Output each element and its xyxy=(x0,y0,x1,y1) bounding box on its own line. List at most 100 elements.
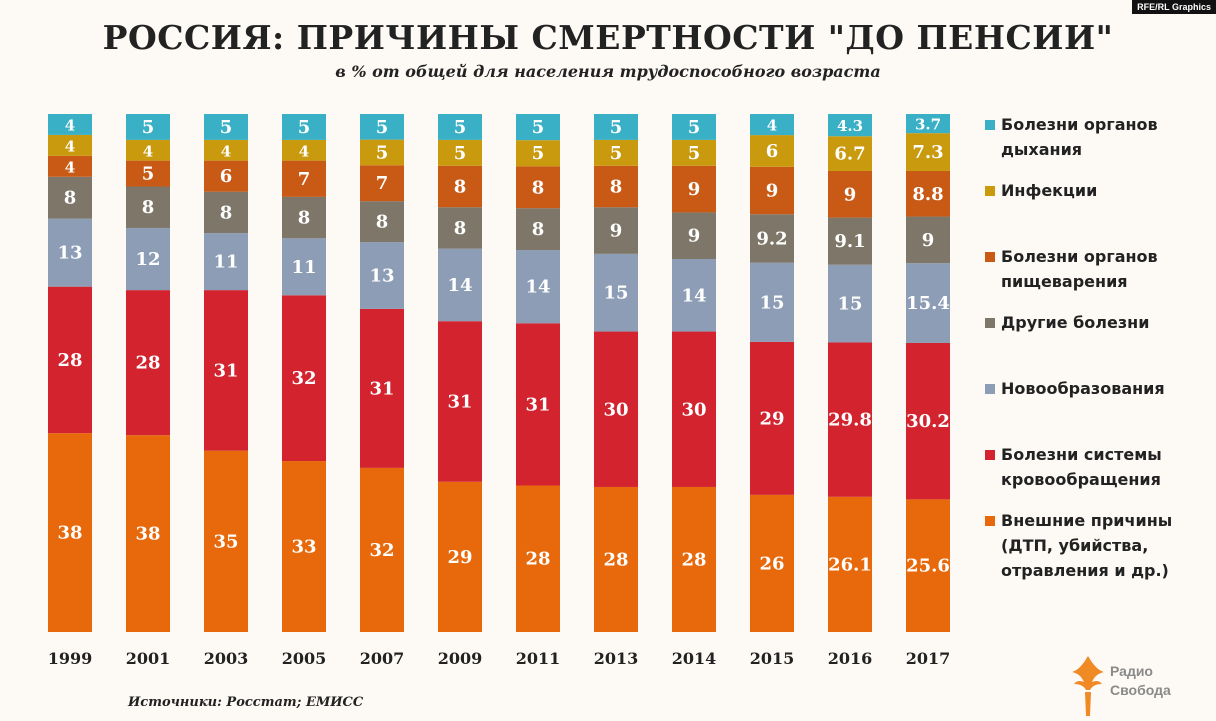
bar-segment xyxy=(672,331,716,487)
data-label: 15 xyxy=(759,292,784,313)
data-label: 4 xyxy=(143,142,153,160)
bar-segment xyxy=(828,342,872,497)
chart-title: РОССИЯ: ПРИЧИНЫ СМЕРТНОСТИ "ДО ПЕНСИИ" xyxy=(102,18,1114,57)
bar-segment xyxy=(126,186,170,228)
data-label: 8 xyxy=(64,188,77,209)
data-label: 9.1 xyxy=(834,231,865,252)
data-label: 5 xyxy=(610,117,623,138)
x-tick-label: 2013 xyxy=(594,649,639,668)
legend-swatch xyxy=(985,516,995,526)
bar-segment xyxy=(672,165,716,213)
data-label: 8 xyxy=(532,219,545,240)
x-tick-label: 2009 xyxy=(438,649,483,668)
data-label: 9 xyxy=(844,184,857,205)
bar-segment xyxy=(48,218,92,287)
data-label: 5 xyxy=(142,164,155,185)
bar-segment xyxy=(360,114,404,140)
data-label: 30 xyxy=(603,399,628,420)
data-label: 5 xyxy=(376,142,389,163)
data-label: 32 xyxy=(291,368,316,389)
legend-label: Инфекции xyxy=(1001,181,1098,200)
data-label: 5 xyxy=(298,117,311,138)
bar-segment xyxy=(360,165,404,202)
data-label: 28 xyxy=(57,350,82,371)
data-label: 12 xyxy=(135,249,160,270)
data-label: 9 xyxy=(922,230,935,251)
x-tick-label: 2015 xyxy=(750,649,795,668)
bar-segment xyxy=(48,155,92,177)
data-label: 28 xyxy=(135,353,160,374)
bar-segment xyxy=(594,331,638,487)
bar-segment xyxy=(126,160,170,187)
bar-segment xyxy=(48,433,92,632)
bar-segment xyxy=(750,341,794,495)
data-label: 6 xyxy=(220,166,233,187)
data-label: 9 xyxy=(688,179,701,200)
bar-segment xyxy=(126,114,170,140)
data-label: 5 xyxy=(220,117,233,138)
data-label: 8 xyxy=(454,177,467,198)
data-label: 35 xyxy=(213,531,238,552)
bar-segment xyxy=(282,160,326,197)
bar-segment xyxy=(516,140,560,167)
data-label: 8 xyxy=(220,202,233,223)
bar-segment xyxy=(438,139,482,166)
data-label: 8.8 xyxy=(912,184,943,205)
bar-segment xyxy=(906,114,950,134)
data-label: 7 xyxy=(298,169,311,190)
bar-segment xyxy=(360,467,404,632)
bar-segment xyxy=(438,165,482,208)
x-tick-label: 2016 xyxy=(828,649,873,668)
bar-segment xyxy=(516,323,560,486)
bar-segment xyxy=(750,166,794,215)
bar-segment xyxy=(828,496,872,632)
torch-flame-icon xyxy=(1072,656,1104,716)
bar-segment xyxy=(672,259,716,332)
bar-segment xyxy=(282,196,326,239)
legend-swatch xyxy=(985,252,995,262)
bar-segment xyxy=(828,170,872,218)
x-tick-label: 2005 xyxy=(282,649,327,668)
bar-segment xyxy=(126,290,170,436)
x-tick-label: 2014 xyxy=(672,649,717,668)
data-label: 3.7 xyxy=(915,116,941,134)
bar-segment xyxy=(672,139,716,166)
bar-segment xyxy=(516,114,560,141)
legend-swatch xyxy=(985,450,995,460)
data-label: 25.6 xyxy=(906,556,950,577)
bar-segment xyxy=(594,253,638,332)
data-label: 13 xyxy=(57,243,82,264)
bar-segment xyxy=(126,139,170,161)
bar-segment xyxy=(126,435,170,632)
bar-segment xyxy=(438,114,482,140)
bar-segment xyxy=(48,176,92,219)
logo-line1: Радио xyxy=(1110,663,1153,679)
data-label: 26.1 xyxy=(828,554,872,575)
credit-badge: RFE/RL Graphics xyxy=(1132,0,1216,14)
bar-segment xyxy=(906,216,950,264)
data-label: 26 xyxy=(759,553,784,574)
data-label: 33 xyxy=(291,537,316,558)
bar-segment xyxy=(906,170,950,217)
bar-segment xyxy=(594,114,638,140)
bar-segment xyxy=(906,133,950,171)
data-label: 29 xyxy=(759,408,784,429)
x-tick-label: 2011 xyxy=(516,649,561,668)
data-label: 4 xyxy=(65,137,75,155)
bar-segment xyxy=(204,139,248,161)
bar-segment xyxy=(750,494,794,632)
data-label: 30.2 xyxy=(906,411,950,432)
data-label: 11 xyxy=(291,257,316,278)
bar-segment xyxy=(126,227,170,291)
radio-svoboda-logo: Радио Свобода xyxy=(1068,648,1208,718)
bar-segment xyxy=(438,207,482,249)
bar-segment xyxy=(516,166,560,209)
data-label: 8 xyxy=(376,212,389,233)
x-tick-label: 2001 xyxy=(126,649,171,668)
data-label: 5 xyxy=(376,117,389,138)
bar-segment xyxy=(906,263,950,343)
bar-segment xyxy=(282,461,326,632)
bar-segment xyxy=(906,499,950,632)
bar-segment xyxy=(828,114,872,137)
